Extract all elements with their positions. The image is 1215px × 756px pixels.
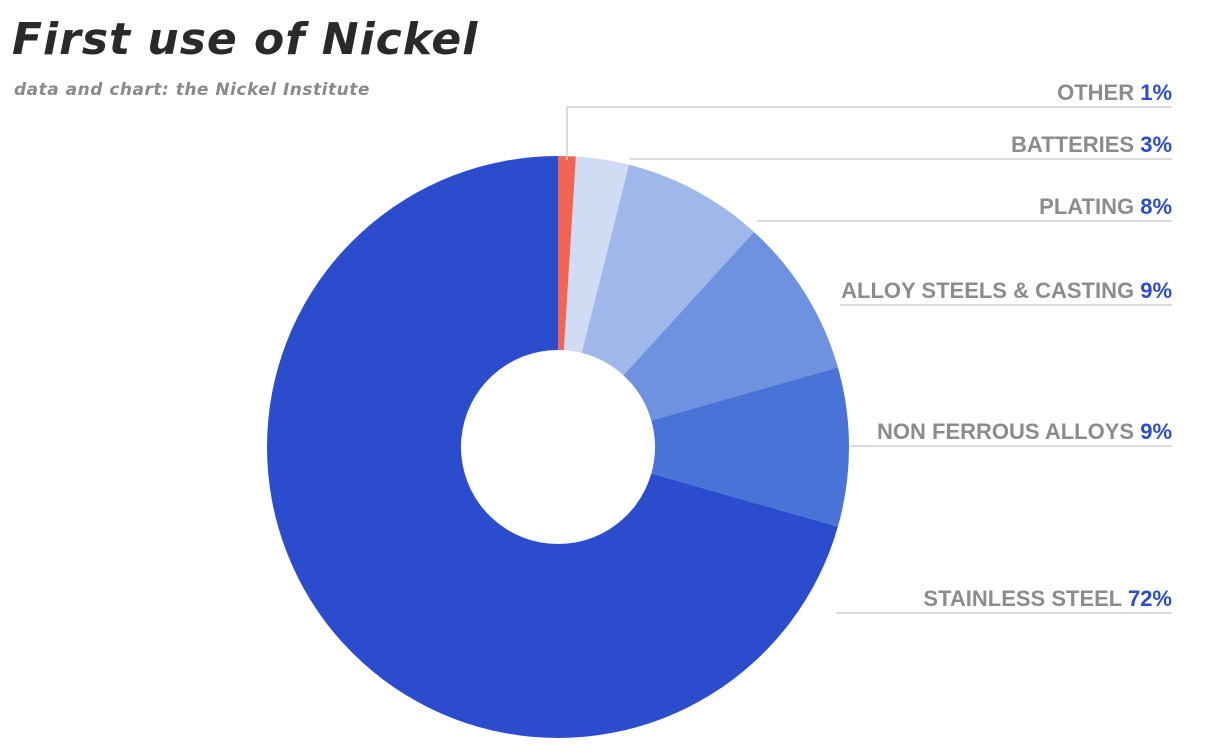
slice-stainless-steel xyxy=(266,156,838,738)
slice-plating xyxy=(581,164,755,376)
category-label: BATTERIES xyxy=(1011,132,1140,157)
slice-label-batteries: BATTERIES 3% xyxy=(1011,132,1172,157)
slice-alloy-steels-casting xyxy=(623,231,838,421)
chart-subtitle: data and chart: the Nickel Institute xyxy=(14,80,370,100)
category-label: ALLOY STEELS & CASTING xyxy=(841,278,1140,303)
value-label: 3% xyxy=(1140,132,1172,157)
slice-label-non-ferrous-alloys: NON FERROUS ALLOYS 9% xyxy=(877,419,1172,444)
slice-label-stainless-steel: STAINLESS STEEL 72% xyxy=(923,586,1172,611)
value-label: 72% xyxy=(1128,586,1172,611)
slice-label-alloy-steels-casting: ALLOY STEELS & CASTING 9% xyxy=(841,278,1172,303)
donut-slices xyxy=(266,156,849,738)
category-label: OTHER xyxy=(1057,80,1140,105)
value-label: 9% xyxy=(1140,278,1172,303)
value-label: 8% xyxy=(1140,194,1172,219)
slice-batteries xyxy=(563,156,629,353)
category-label: STAINLESS STEEL xyxy=(923,586,1128,611)
slice-label-other: OTHER 1% xyxy=(1057,80,1172,105)
slice-non-ferrous-alloys xyxy=(651,367,849,527)
category-label: NON FERROUS ALLOYS xyxy=(877,419,1140,444)
chart-title: First use of Nickel xyxy=(12,14,479,65)
slice-other xyxy=(558,156,576,351)
value-label: 9% xyxy=(1140,419,1172,444)
leader-lines xyxy=(566,106,1172,614)
category-label: PLATING xyxy=(1039,194,1140,219)
leader-line-other xyxy=(566,106,1172,160)
value-label: 1% xyxy=(1140,80,1172,105)
slice-label-plating: PLATING 8% xyxy=(1039,194,1172,219)
slice-labels: OTHER 1% BATTERIES 3% PLATING 8% ALLOY STEE… xyxy=(841,80,1172,611)
